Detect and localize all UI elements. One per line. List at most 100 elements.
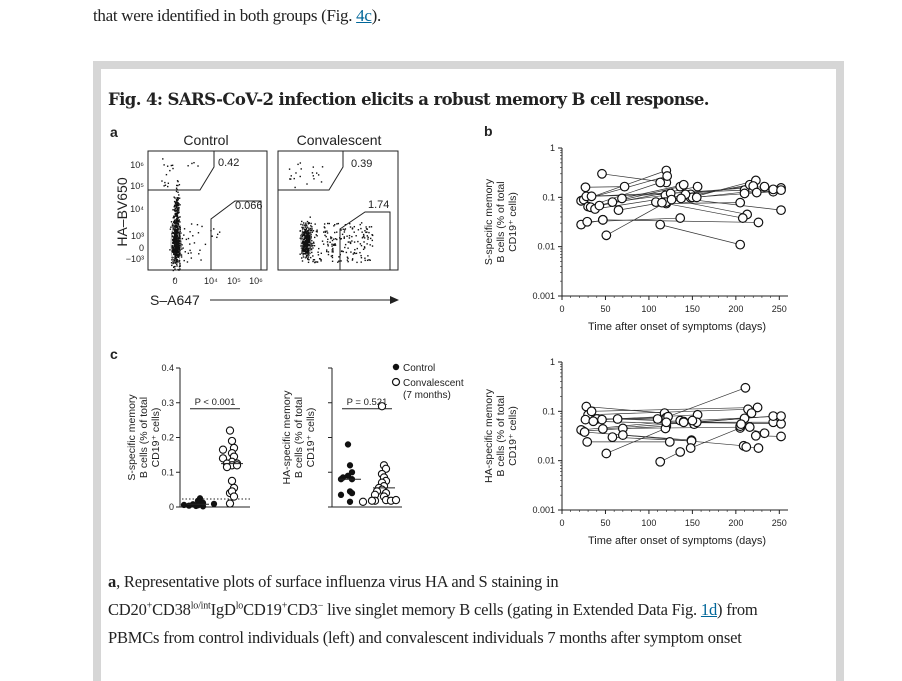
event-dot <box>179 239 181 241</box>
data-point <box>741 442 752 452</box>
event-dot <box>324 234 326 237</box>
data-point <box>348 469 356 476</box>
data-point <box>664 437 675 447</box>
event-dot <box>196 224 199 226</box>
event-dot <box>184 251 186 253</box>
event-dot <box>175 251 177 254</box>
event-dot <box>179 216 181 218</box>
caption-sup: lo <box>235 600 244 612</box>
event-dot <box>310 225 312 227</box>
event-dot <box>365 231 367 234</box>
caption-line-1: a, Representative plots of surface influ… <box>108 572 559 592</box>
event-dot <box>175 222 178 224</box>
event-dot <box>309 229 311 231</box>
event-dot <box>332 251 334 253</box>
y-axis-label: HA-specific memory <box>281 390 293 485</box>
x-tick-label: 100 <box>641 518 656 528</box>
event-dot <box>331 251 333 253</box>
event-dot <box>302 243 305 246</box>
event-dot <box>332 249 334 251</box>
legend: Control Convalescent (7 months) <box>391 363 464 401</box>
event-dot <box>164 184 167 186</box>
caption-text: IgD <box>210 600 236 619</box>
event-dot <box>302 248 304 251</box>
event-dot <box>367 236 369 239</box>
event-dot <box>178 225 181 228</box>
data-point <box>199 503 207 510</box>
data-point <box>196 495 204 502</box>
event-dot <box>303 248 305 251</box>
event-dot <box>174 225 176 228</box>
event-dot <box>177 184 179 187</box>
event-dot <box>360 257 363 259</box>
event-dot <box>305 232 307 234</box>
pair-line <box>590 186 681 208</box>
data-point <box>652 414 663 424</box>
convalescent-plot-frame <box>277 150 399 271</box>
event-dot <box>171 223 174 225</box>
event-dot <box>176 231 179 233</box>
event-dot <box>351 258 354 260</box>
extended-data-fig-1d-link[interactable]: 1d <box>700 600 718 619</box>
data-point <box>588 416 599 427</box>
data-point <box>597 424 608 434</box>
event-dot <box>174 253 176 255</box>
event-dot <box>310 222 312 225</box>
data-point <box>580 182 591 193</box>
event-dot <box>176 215 178 218</box>
event-dot <box>310 256 312 259</box>
event-dot <box>304 226 307 228</box>
event-dot <box>367 238 369 240</box>
event-dot <box>175 241 177 243</box>
event-dot <box>174 197 176 199</box>
event-dot <box>340 260 342 262</box>
caption-panel-label: a <box>108 572 117 591</box>
event-dot <box>173 236 176 238</box>
event-dot <box>344 246 346 249</box>
event-dot <box>305 234 307 237</box>
caption-sup: + <box>146 600 153 612</box>
event-dot <box>306 230 308 233</box>
data-point <box>655 177 666 188</box>
event-dot <box>309 241 311 243</box>
event-dot <box>349 242 352 244</box>
event-dot <box>295 172 297 174</box>
event-dot <box>316 229 318 231</box>
pair-line <box>690 427 741 449</box>
event-dot <box>307 244 310 247</box>
figure-4c-link[interactable]: 4c <box>356 6 372 25</box>
event-dot <box>186 261 189 263</box>
event-dot <box>176 209 178 211</box>
panel-a-label: a <box>110 124 118 140</box>
event-dot <box>176 249 178 251</box>
data-point <box>586 191 597 202</box>
event-dot <box>334 244 337 246</box>
caption-sup: − <box>317 600 324 612</box>
x-tick-label: 0 <box>559 304 564 314</box>
y-axis-label: HA-specific memory <box>483 388 495 483</box>
event-dot <box>198 253 200 255</box>
y-tick-label: 0.01 <box>537 456 555 466</box>
event-dot <box>175 230 177 233</box>
data-point <box>227 476 237 486</box>
event-dot <box>314 223 316 225</box>
event-dot <box>355 235 357 237</box>
event-dot <box>176 226 178 228</box>
event-dot <box>370 226 373 228</box>
event-dot <box>170 262 173 264</box>
control-ha-gate-value: 0.42 <box>218 157 239 169</box>
event-dot <box>174 215 177 217</box>
convalescent-s-gate-value: 1.74 <box>368 199 389 211</box>
event-dot <box>343 229 346 231</box>
pair-line <box>622 426 750 429</box>
event-dot <box>333 243 335 246</box>
event-dot <box>216 236 218 239</box>
data-point <box>675 213 686 223</box>
caption-text: ) from <box>717 600 758 619</box>
event-dot <box>306 233 308 236</box>
data-point <box>346 498 354 505</box>
event-dot <box>163 185 165 187</box>
event-dot <box>305 247 308 249</box>
event-dot <box>302 238 305 241</box>
event-dot <box>337 222 340 225</box>
